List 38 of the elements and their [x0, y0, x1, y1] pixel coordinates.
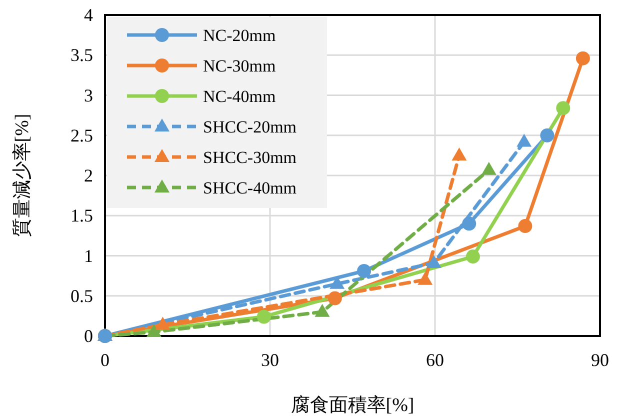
- point: [314, 304, 330, 317]
- point: [576, 51, 590, 66]
- y-axis-title: 質量減少率[%]: [11, 114, 33, 238]
- legend-label: SHCC-30mm: [203, 148, 297, 167]
- point: [357, 264, 372, 278]
- point: [481, 162, 496, 175]
- point: [452, 147, 467, 160]
- point: [146, 324, 162, 337]
- point: [516, 134, 532, 147]
- legend-label: NC-40mm: [203, 87, 276, 106]
- legend-label: SHCC-20mm: [203, 118, 297, 136]
- point: [328, 291, 342, 306]
- x-tick-label: 60: [426, 350, 444, 370]
- point: [518, 219, 532, 234]
- point: [556, 101, 570, 116]
- y-tick-label: 3: [84, 85, 93, 106]
- point: [466, 250, 480, 264]
- point: [256, 310, 271, 324]
- point: [426, 254, 442, 268]
- x-tick-label: 0: [100, 350, 110, 370]
- y-tick-label: 2.5: [70, 125, 93, 146]
- x-tick-label: 30: [261, 350, 279, 370]
- x-axis-title: 腐食面積率[%]: [290, 394, 414, 416]
- y-tick-label: 1.5: [70, 206, 93, 226]
- point: [418, 272, 433, 285]
- y-tick-label: 0: [84, 326, 93, 346]
- y-tick-label: 1: [84, 246, 93, 266]
- x-tick-label: 90: [591, 350, 609, 370]
- y-tick-label: 0.5: [70, 286, 93, 306]
- y-tick-label: 2: [84, 166, 93, 186]
- point: [540, 128, 554, 142]
- legend-label: SHCC-40mm: [203, 178, 297, 198]
- y-tick-label: 3.5: [70, 45, 93, 66]
- legend-label: NC-30mm: [203, 56, 276, 76]
- legend-label: NC-20mm: [203, 26, 276, 45]
- point: [155, 316, 170, 330]
- y-tick-label: 4: [84, 5, 93, 25]
- point: [462, 216, 476, 231]
